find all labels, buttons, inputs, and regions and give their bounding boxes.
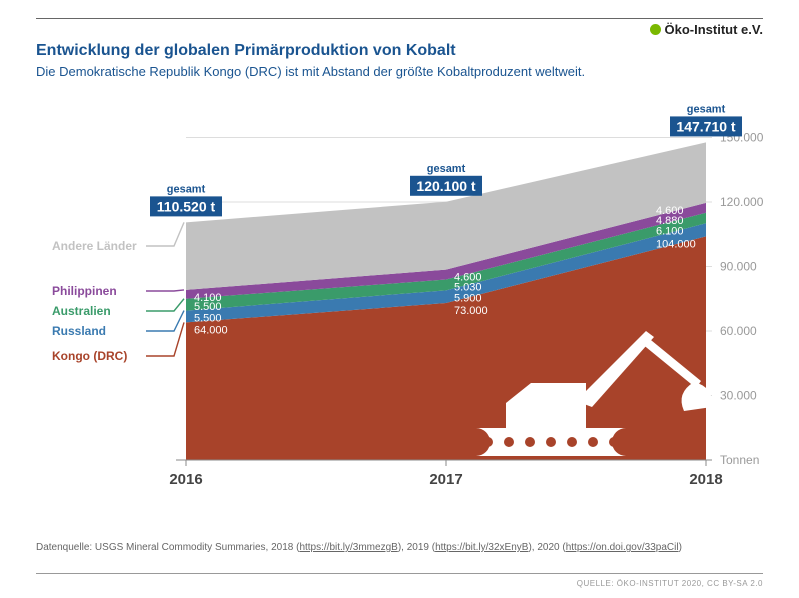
value-label: 104.000 (656, 238, 696, 250)
value-label: 4.100 (194, 292, 222, 304)
bottom-rule (36, 573, 763, 574)
value-label: 4.600 (454, 272, 482, 284)
value-label: 5.900 (454, 292, 482, 304)
attribution: QUELLE: ÖKO-INSTITUT 2020, CC BY-SA 2.0 (577, 579, 763, 588)
x-tick-label: 2016 (169, 471, 202, 488)
stacked-area-chart: 30.00060.00090.000120.000150.000Tonnen64… (36, 100, 763, 500)
total-label: gesamt (167, 183, 206, 195)
svg-text:120.000: 120.000 (720, 195, 763, 209)
svg-text:Tonnen: Tonnen (720, 453, 759, 467)
leader-line (146, 299, 184, 311)
chart-subtitle: Die Demokratische Republik Kongo (DRC) i… (36, 64, 585, 79)
source-link-2019[interactable]: https://bit.ly/32xEnyB (435, 542, 528, 553)
chart-title: Entwicklung der globalen Primärproduktio… (36, 42, 456, 60)
x-tick-label: 2018 (689, 471, 722, 488)
top-rule (36, 18, 763, 19)
value-label: 6.100 (656, 225, 684, 237)
series-label: Australien (52, 304, 111, 318)
value-label: 5.500 (194, 313, 222, 325)
value-label: 73.000 (454, 305, 488, 317)
svg-text:30.000: 30.000 (720, 389, 757, 403)
total-value: 110.520 t (157, 198, 216, 214)
series-label: Andere Länder (52, 239, 137, 253)
source-link-2020[interactable]: https://on.doi.gov/33paCil (566, 542, 679, 553)
series-label: Russland (52, 324, 106, 338)
chart-svg: 30.00060.00090.000120.000150.000Tonnen64… (36, 100, 763, 500)
svg-text:90.000: 90.000 (720, 260, 757, 274)
series-label: Kongo (DRC) (52, 349, 127, 363)
leader-line (146, 311, 184, 331)
leader-line (146, 322, 184, 356)
value-label: 64.000 (194, 324, 228, 336)
total-label: gesamt (687, 103, 726, 115)
svg-text:60.000: 60.000 (720, 324, 757, 338)
brand-logo: Öko-Institut e.V. (650, 22, 763, 37)
data-source: Datenquelle: USGS Mineral Commodity Summ… (36, 542, 682, 553)
total-value: 147.710 t (676, 118, 735, 134)
brand-text: Öko-Institut e.V. (665, 22, 763, 37)
series-label: Philippinen (52, 284, 117, 298)
source-link-2018[interactable]: https://bit.ly/3mmezgB (299, 542, 397, 553)
value-label: 4.600 (656, 205, 684, 217)
total-label: gesamt (427, 163, 466, 175)
leader-line (146, 222, 184, 246)
x-tick-label: 2017 (429, 471, 462, 488)
leader-line (146, 290, 184, 291)
total-value: 120.100 t (416, 178, 475, 194)
